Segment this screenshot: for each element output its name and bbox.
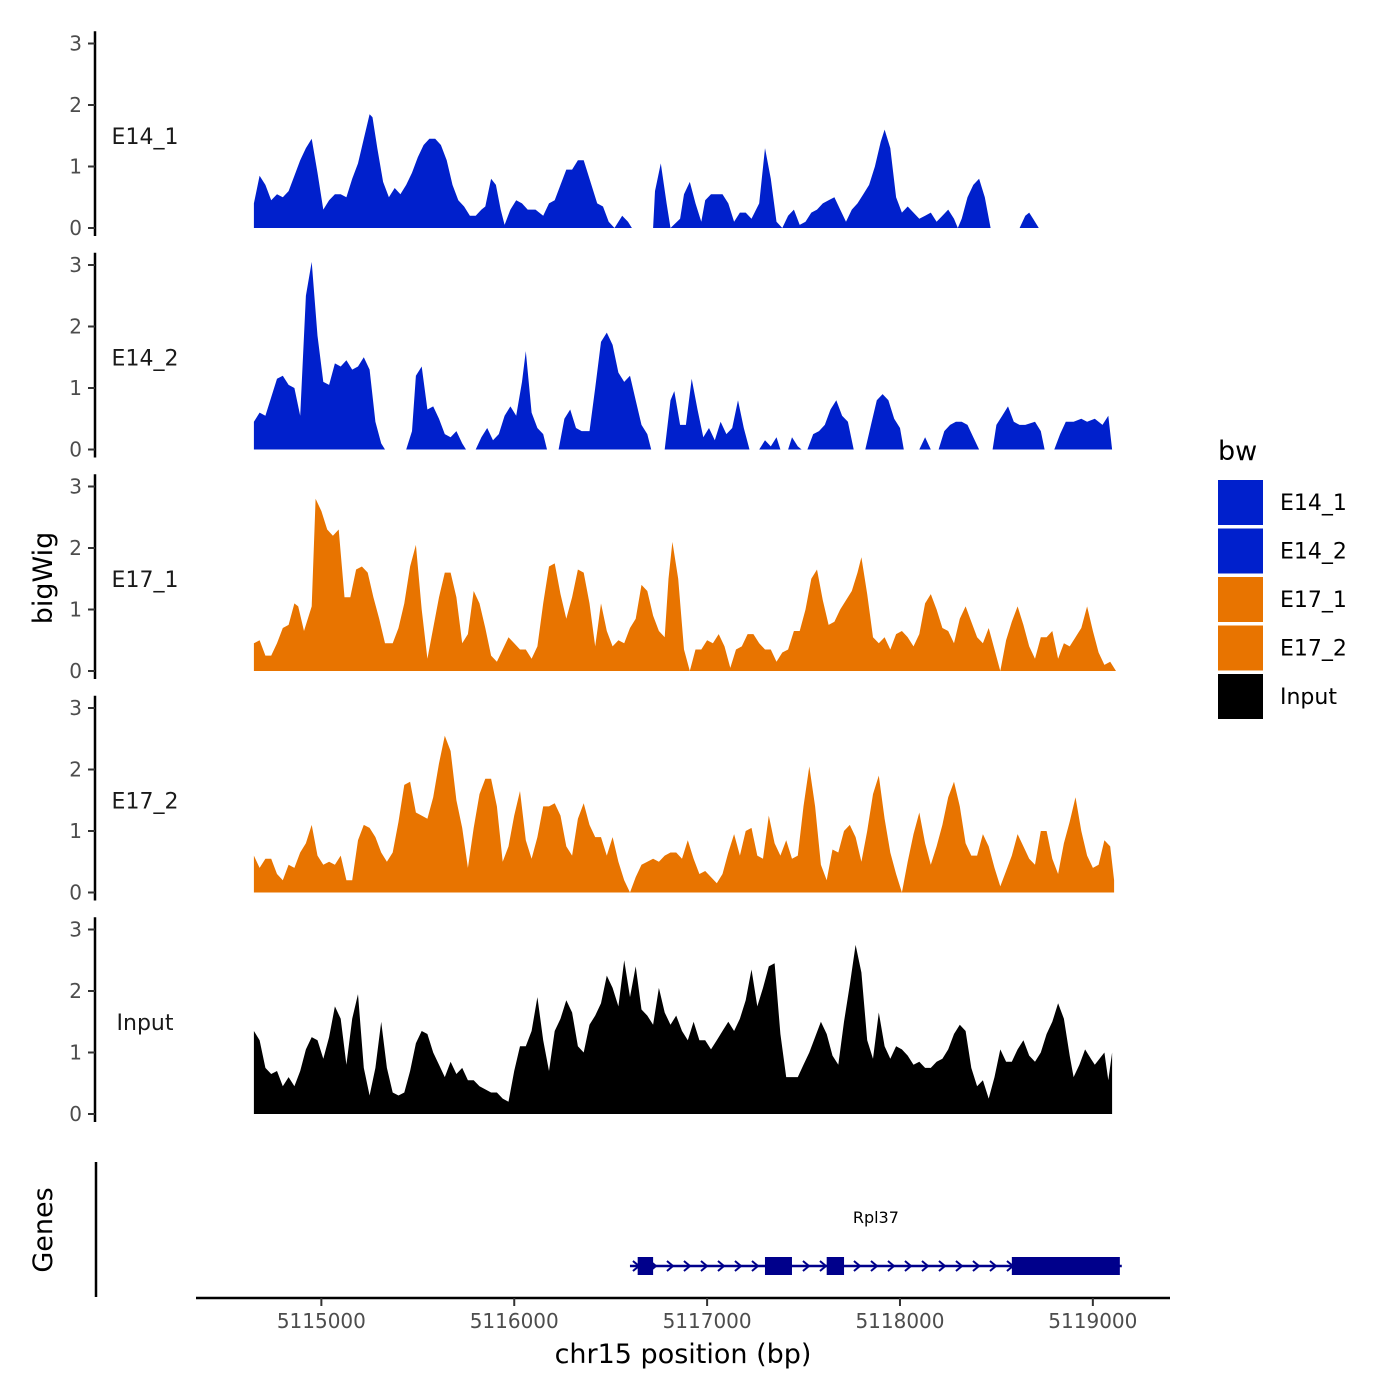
strand-arrow [700,1260,709,1272]
strand-arrow [955,1260,964,1272]
x-tick-label: 5115000 [277,1309,366,1333]
signal-area-E14_2 [253,261,1113,450]
strand-arrow [717,1260,726,1272]
track-label: Input [117,1011,174,1036]
gene-exon [637,1257,654,1275]
y-tick-label: 0 [69,881,82,905]
legend-label: E14_1 [1280,491,1347,516]
legend-swatch [1218,674,1263,719]
track-E14_2: 0 1 2 3 E14_2 [69,252,1113,462]
legend-label: E17_2 [1280,637,1347,662]
y-tick-label: 1 [69,1041,82,1065]
y-tick-label: 2 [69,93,82,117]
track-label: E17_1 [112,568,179,593]
y-tick-label: 1 [69,819,82,843]
y-tick-label: 3 [69,918,82,942]
signal-area-E17_2 [253,735,1115,893]
y-tick-label: 2 [69,979,82,1003]
y-tick-label: 2 [69,758,82,782]
gene-label: Rpl37 [853,1208,899,1227]
x-tick-label: 5116000 [470,1309,559,1333]
strand-arrow [751,1260,760,1272]
legend-label: E14_2 [1280,540,1347,565]
x-axis-title: chr15 position (bp) [555,1339,812,1370]
gene-exon [1011,1257,1120,1275]
x-tick-label: 5119000 [1048,1309,1137,1333]
legend-items: E14_1 E14_2 E17_1 E17_2 Input [1218,480,1347,719]
track-Input: 0 1 2 3 Input [69,917,1113,1126]
y-tick-label: 3 [69,475,82,499]
legend-label: E17_1 [1280,588,1347,613]
strand-arrow [904,1260,913,1272]
legend-swatch [1218,528,1263,574]
y-tick-label: 1 [69,376,82,400]
y-tick-label: 3 [69,696,82,720]
strand-arrow [938,1260,947,1272]
strand-arrow [802,1260,811,1272]
strand-arrow [819,1260,828,1272]
legend-title: bw [1218,436,1257,467]
gene-exon [764,1257,792,1275]
signal-area-E17_1 [253,498,1116,671]
signal-area-E14_1 [253,114,1039,228]
track-label: E14_1 [112,125,179,150]
y-tick-label: 1 [69,155,82,179]
legend-label: Input [1280,685,1337,710]
legend-swatch [1218,577,1263,622]
y-tick-label: 2 [69,315,82,339]
strand-arrow [853,1260,862,1272]
signal-tracks: 0 1 2 3 E14_1 0 1 2 3 E14_2 0 1 2 3 E17_1 0 1 2 3 E17_2 0 1 2 3… [69,31,1116,1126]
strand-arrow [666,1260,675,1272]
strand-arrow [921,1260,930,1272]
strand-arrow [972,1260,981,1272]
legend-swatch [1218,480,1263,525]
strand-arrow [870,1260,879,1272]
y-tick-label: 2 [69,536,82,560]
x-tick-label: 5118000 [855,1309,944,1333]
track-E17_2: 0 1 2 3 E17_2 [69,695,1115,905]
track-E17_1: 0 1 2 3 E17_1 [69,474,1116,683]
y-tick-label: 3 [69,253,82,277]
track-label: E14_2 [112,346,179,371]
strand-arrow [734,1260,743,1272]
track-E14_1: 0 1 2 3 E14_1 [69,31,1039,240]
y-tick-label: 0 [69,659,82,683]
strand-arrow [887,1260,896,1272]
signal-area-Input [253,944,1113,1114]
strand-arrow [683,1260,692,1272]
y-tick-label: 0 [69,216,82,240]
genes-layer: Rpl37 [629,1208,1122,1275]
y-tick-label: 0 [69,1102,82,1126]
gene-exon [826,1257,845,1275]
gene-Rpl37: Rpl37 [629,1208,1122,1275]
gene-panel: Genes Rpl37 [28,1162,1122,1297]
legend: bw E14_1 E14_2 E17_1 E17_2 Input [1218,436,1347,719]
y-axis-title: bigWig [28,532,59,625]
x-ticks: 5115000 5116000 5117000 5118000 5119000 [277,1298,1137,1333]
legend-swatch [1218,625,1263,671]
y-tick-label: 0 [69,438,82,462]
y-tick-label: 3 [69,32,82,56]
track-label: E17_2 [112,789,179,814]
y-tick-label: 1 [69,598,82,622]
x-axis: 5115000 5116000 5117000 5118000 5119000 chr1… [196,1296,1170,1370]
strand-arrow [989,1260,998,1272]
gene-panel-title: Genes [28,1187,59,1272]
x-tick-label: 5117000 [663,1309,752,1333]
